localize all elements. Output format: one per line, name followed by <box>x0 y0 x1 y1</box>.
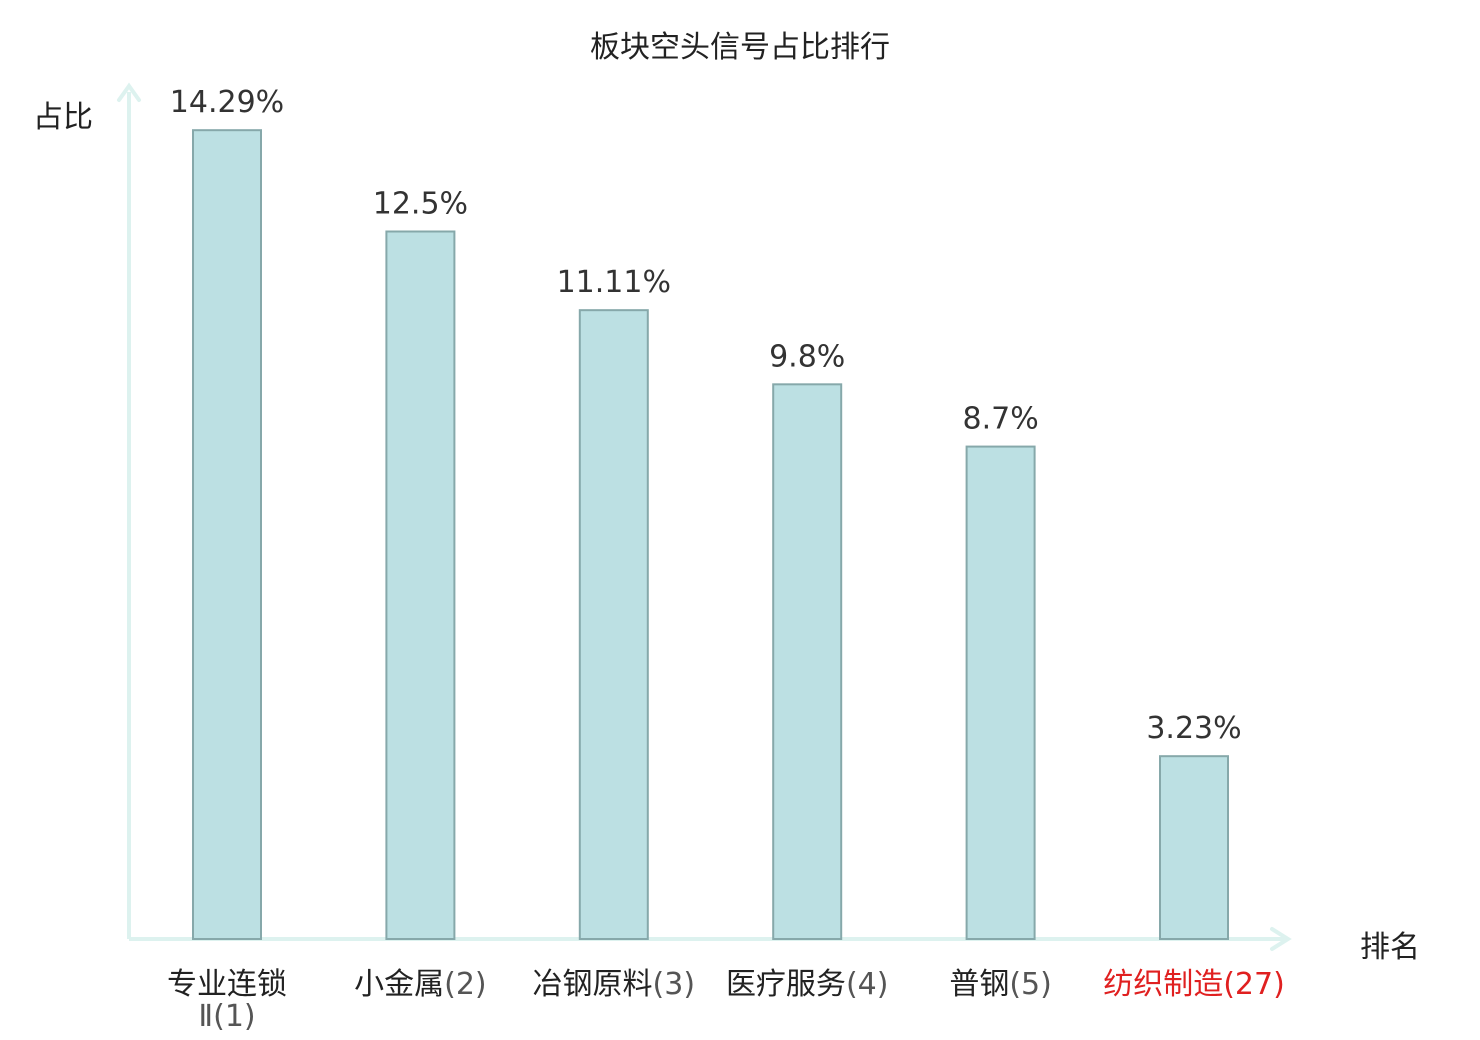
x-tick-name: 普钢 <box>949 967 1009 1002</box>
x-tick-name: 冶钢原料 <box>533 967 653 1002</box>
x-tick-rank: (27) <box>1223 967 1285 1002</box>
x-tick-name: 医疗服务 <box>726 967 846 1002</box>
data-label: 12.5% <box>373 187 468 222</box>
x-tick-label: 普钢(5) <box>949 967 1052 1002</box>
x-tick-label: 冶钢原料(3) <box>533 967 696 1002</box>
chart-title: 板块空头信号占比排行 <box>590 30 890 65</box>
x-tick-rank: (1) <box>213 999 256 1034</box>
x-tick-label: 医疗服务(4) <box>726 967 889 1002</box>
data-label: 3.23% <box>1146 711 1241 746</box>
bar[interactable] <box>192 129 262 941</box>
bar[interactable] <box>965 445 1036 940</box>
x-axis-label: 排名 <box>1360 930 1420 965</box>
x-tick-name: 专业连锁 <box>167 967 287 1002</box>
x-tick-rank: (3) <box>653 967 696 1002</box>
y-axis-label: 占比 <box>33 100 93 135</box>
bar[interactable] <box>385 230 456 940</box>
bar[interactable] <box>578 309 649 940</box>
x-tick-rank: (4) <box>846 967 889 1002</box>
x-tick-name: 纺织制造 <box>1103 967 1223 1002</box>
x-tick-label-line2: Ⅱ(1) <box>198 999 255 1034</box>
y-axis-arrow <box>117 82 141 102</box>
bar[interactable] <box>1159 755 1229 940</box>
x-axis-arrow <box>1270 927 1292 951</box>
x-tick-name: 小金属 <box>354 967 444 1002</box>
data-label: 9.8% <box>769 339 845 374</box>
x-tick-name-line2: Ⅱ <box>198 999 213 1034</box>
x-tick-label: 专业连锁 <box>167 967 287 1002</box>
x-tick-rank: (5) <box>1009 967 1052 1002</box>
data-label: 14.29% <box>170 85 284 120</box>
x-tick-label: 纺织制造(27) <box>1103 967 1285 1002</box>
data-label: 11.11% <box>557 265 671 300</box>
x-tick-label: 小金属(2) <box>354 967 487 1002</box>
x-tick-rank: (2) <box>444 967 487 1002</box>
data-label: 8.7% <box>962 402 1038 437</box>
bar[interactable] <box>772 383 843 940</box>
